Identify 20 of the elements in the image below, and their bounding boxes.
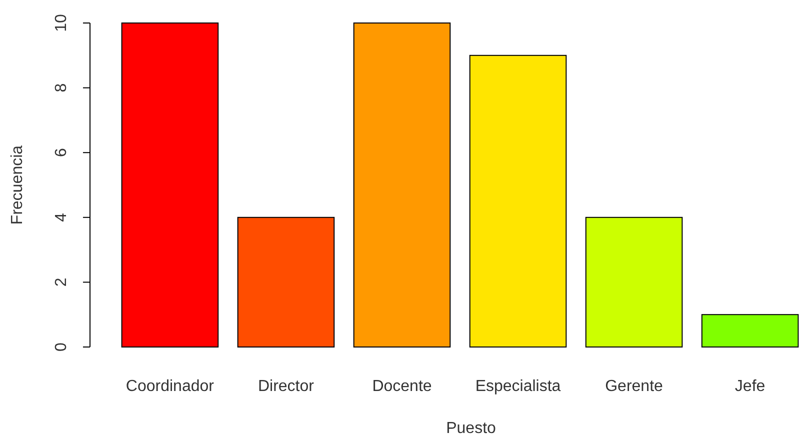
x-axis-title: Puesto (446, 420, 496, 437)
y-tick-label: 6 (53, 148, 70, 158)
bar (469, 54, 567, 348)
x-tick-label: Jefe (734, 378, 766, 395)
x-tick-label: Director (258, 378, 315, 395)
bar (701, 314, 799, 348)
y-axis-title: Frecuencia (9, 145, 26, 225)
y-tick-label: 8 (53, 83, 70, 92)
x-tick-label: Gerente (605, 378, 664, 395)
x-tick-label: Especialista (475, 378, 561, 395)
x-tick-label: Docente (372, 378, 432, 395)
bar (585, 216, 683, 348)
y-tick-label: 2 (53, 278, 70, 287)
y-tick-label: 4 (53, 212, 70, 222)
y-tick-label: 10 (53, 14, 70, 32)
x-tick-label: Coordinador (126, 378, 215, 395)
bar (121, 22, 219, 348)
y-tick-label: 0 (53, 342, 70, 352)
bar (353, 22, 451, 348)
bar (237, 216, 335, 348)
